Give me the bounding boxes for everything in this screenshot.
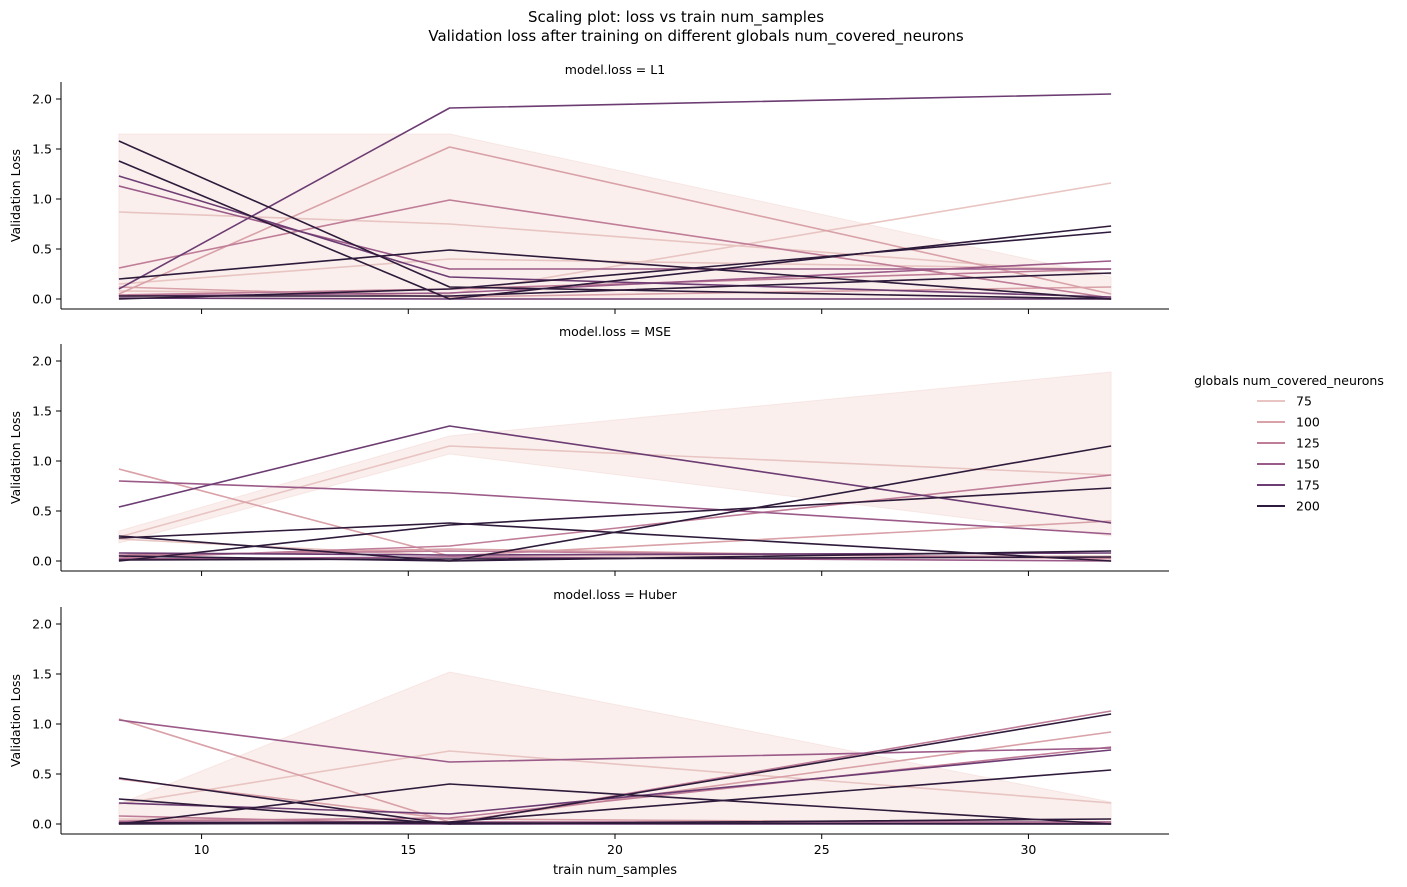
y-tick-label: 1.5 [32,404,52,419]
series-line-200 [118,249,1112,300]
legend-entry: 200 [1257,499,1320,514]
x-tick-label: 30 [1020,842,1036,857]
series-line-175 [118,425,1112,524]
legend-entry: 100 [1257,415,1320,430]
legend-label: 150 [1296,457,1320,472]
series-line-200 [118,522,1112,562]
y-axis-label: Validation Loss [8,149,23,242]
y-tick-label: 1.0 [32,454,52,469]
confidence-band [118,671,1112,825]
panel-title: model.loss = L1 [565,62,665,77]
confidence-band [118,371,1112,544]
y-tick-label: 0.0 [32,817,52,832]
y-tick-label: 2.0 [32,617,52,632]
legend-entry: 75 [1257,394,1312,409]
y-axis-label: Validation Loss [8,674,23,767]
series-line-100 [118,468,1112,557]
legend-entry: 125 [1257,436,1320,451]
facet-panel-2: model.loss = MSE 0.0 0.5 1.0 1.5 2.0 Validatio… [8,324,1169,576]
legend-entries: 75 100 125 150 175 200 [1257,394,1320,514]
series-line-200 [118,140,1112,300]
series-line-75 [118,445,1112,538]
series-line-150 [118,719,1112,763]
y-tick-label: 1.5 [32,142,52,157]
figure-title-line1: Scaling plot: loss vs train num_samples [528,8,824,27]
series-line-175 [118,93,1112,290]
legend-title: globals num_covered_neurons [1194,373,1384,388]
y-tick-label: 0.5 [32,767,52,782]
series-line-200 [118,822,1112,825]
y-tick-label: 0.0 [32,554,52,569]
y-tick-label: 2.0 [32,354,52,369]
figure-title-line2: Validation loss after training on differ… [428,27,963,46]
x-axis-label: train num_samples [553,863,677,878]
panel-title: model.loss = MSE [559,324,671,339]
series-line-200 [118,487,1112,562]
x-tick-label: 25 [814,842,830,857]
y-tick-label: 1.0 [32,717,52,732]
legend-entry: 175 [1257,478,1320,493]
y-tick-label: 0.0 [32,292,52,307]
series-line-200 [118,556,1112,561]
y-tick-label: 0.5 [32,242,52,257]
series-line-200 [118,550,1112,562]
y-axis-label: Validation Loss [8,411,23,504]
series-line-75 [118,182,1112,295]
y-tick-label: 1.0 [32,192,52,207]
series-line-200 [118,769,1112,824]
series-line-200 [118,272,1112,297]
legend-entry: 150 [1257,457,1320,472]
legend-label: 175 [1296,478,1320,493]
y-tick-label: 2.0 [32,92,52,107]
series-line-125 [118,199,1112,299]
legend-label: 75 [1296,394,1312,409]
facet-panel-1: model.loss = L1 0.0 0.5 1.0 1.5 2.0 Validation… [8,62,1169,314]
series-line-200 [118,783,1112,825]
y-tick-label: 0.5 [32,504,52,519]
series-line-150 [118,480,1112,535]
y-tick-label: 1.5 [32,667,52,682]
legend-label: 200 [1296,499,1320,514]
facet-panels: model.loss = L1 0.0 0.5 1.0 1.5 2.0 Validation… [8,62,1169,857]
series-line-175 [118,175,1112,298]
panel-title: model.loss = Huber [553,587,677,602]
series-line-150 [118,185,1112,270]
x-tick-label: 20 [607,842,623,857]
legend-label: 125 [1296,436,1320,451]
series-line-75 [118,750,1112,805]
legend: globals num_covered_neurons 75 100 125 150 1… [1194,373,1384,514]
series-line-75 [118,211,1112,275]
facet-panel-3: model.loss = Huber 0.0 0.5 1.0 1.5 2.0 10 15 20 2… [8,587,1169,857]
x-tick-label: 10 [194,842,210,857]
legend-label: 100 [1296,415,1320,430]
series-line-200 [118,798,1112,825]
x-tick-label: 15 [400,842,416,857]
